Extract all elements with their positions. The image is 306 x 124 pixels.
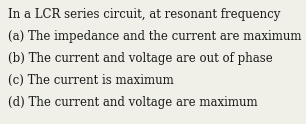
Text: In a LCR series circuit, at resonant frequency: In a LCR series circuit, at resonant fre… [8,8,280,21]
Text: (a) The impedance and the current are maximum: (a) The impedance and the current are ma… [8,30,301,43]
Text: (c) The current is maximum: (c) The current is maximum [8,74,174,87]
Text: (b) The current and voltage are out of phase: (b) The current and voltage are out of p… [8,52,273,65]
Text: (d) The current and voltage are maximum: (d) The current and voltage are maximum [8,96,258,109]
